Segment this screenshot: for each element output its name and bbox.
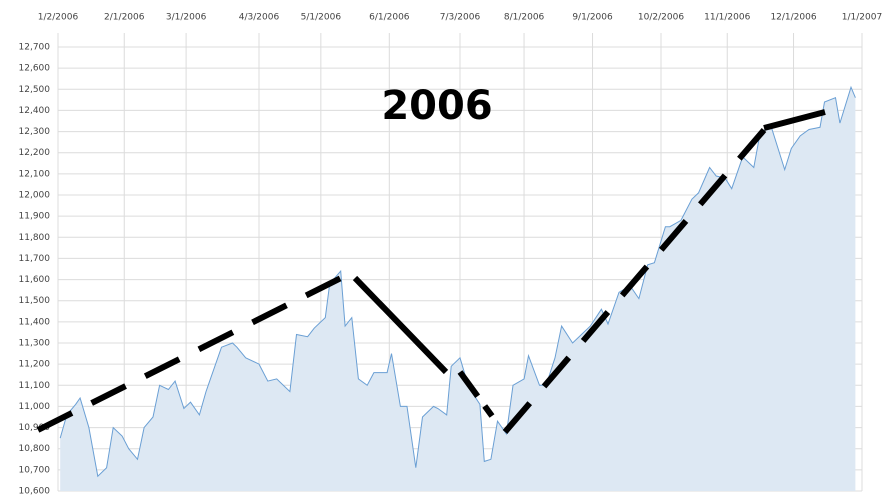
y-tick-label: 12,300 <box>19 127 51 137</box>
y-tick-label: 11,100 <box>19 381 51 391</box>
x-tick-label: 11/1/2006 <box>704 13 750 23</box>
y-tick-label: 12,000 <box>19 191 51 201</box>
x-tick-label: 2/1/2006 <box>104 13 145 23</box>
line <box>59 85 856 478</box>
y-tick-label: 12,200 <box>19 148 51 158</box>
trend-line <box>352 275 449 375</box>
x-tick-label: 10/2/2006 <box>638 13 684 23</box>
y-tick-label: 10,900 <box>19 423 51 433</box>
y-tick-label: 11,200 <box>19 360 51 370</box>
trend-line <box>502 128 767 434</box>
x-tick-label: 9/1/2006 <box>572 13 613 23</box>
y-tick-label: 10,600 <box>19 487 51 496</box>
y-tick-label: 10,700 <box>19 465 51 475</box>
y-tick-label: 12,600 <box>19 64 51 74</box>
y-tick-label: 11,700 <box>19 254 51 264</box>
area <box>60 87 856 491</box>
x-tick-label: 4/3/2006 <box>239 13 280 23</box>
y-tick-label: 11,000 <box>19 402 51 412</box>
trend-annotation <box>36 109 826 434</box>
y-tick-label: 12,100 <box>19 169 51 179</box>
x-tick-label: 7/3/2006 <box>440 13 481 23</box>
x-tick-label: 5/1/2006 <box>301 13 342 23</box>
y-tick-label: 11,900 <box>19 212 51 222</box>
y-tick-label: 12,700 <box>19 43 51 53</box>
y-tick-label: 11,400 <box>19 317 51 327</box>
annotation: 2006 <box>381 83 492 129</box>
y-tick-label: 11,600 <box>19 275 51 285</box>
x-tick-label: 3/1/2006 <box>166 13 207 23</box>
y-tick-label: 11,800 <box>19 233 51 243</box>
trend-line <box>457 370 495 418</box>
trend-line <box>763 109 826 131</box>
x-tick-label: 6/1/2006 <box>369 13 410 23</box>
x-tick-label: 8/1/2006 <box>504 13 545 23</box>
y-tick-label: 12,400 <box>19 106 51 116</box>
x-tick-label: 12/1/2006 <box>770 13 816 23</box>
y-tick-label: 12,500 <box>19 85 51 95</box>
y-tick-label: 11,500 <box>19 296 51 306</box>
x-tick-label: 1/2/2006 <box>38 13 79 23</box>
x-tick-label: 1/1/2007 <box>842 13 882 23</box>
y-tick-label: 10,800 <box>19 444 51 454</box>
y-tick-label: 11,300 <box>19 339 51 349</box>
